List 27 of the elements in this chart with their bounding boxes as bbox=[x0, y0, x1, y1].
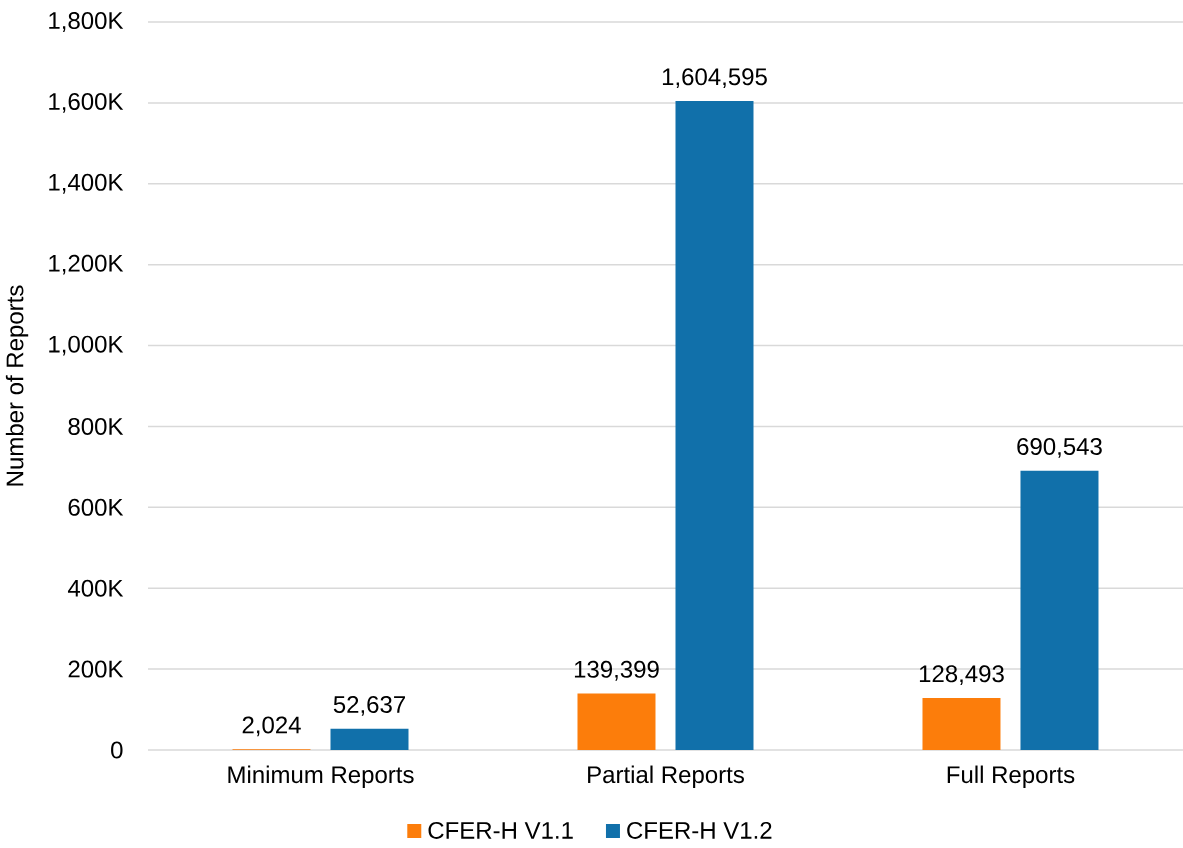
bar bbox=[922, 698, 1001, 750]
bar bbox=[1020, 470, 1099, 750]
y-tick-label: 600K bbox=[68, 498, 124, 516]
y-tick-label: 1,200K bbox=[49, 254, 124, 275]
bar bbox=[675, 101, 754, 750]
x-tick-label: Full Reports bbox=[947, 765, 1075, 788]
bar bbox=[330, 728, 409, 750]
x-tick-label: Partial Reports bbox=[588, 765, 744, 788]
data-label: 2,024 bbox=[242, 716, 301, 737]
y-tick-label: 0 bbox=[111, 741, 123, 759]
y-tick-label: 1,600K bbox=[49, 92, 124, 113]
x-tick-label: Minimum Reports bbox=[228, 765, 414, 788]
data-label: 52,637 bbox=[333, 695, 405, 716]
legend-label: CFER-H V1.1 bbox=[428, 821, 573, 839]
y-tick-label: 200K bbox=[68, 660, 124, 678]
y-tick-label: 800K bbox=[68, 417, 124, 435]
data-label: 690,543 bbox=[1017, 437, 1102, 458]
data-label: 1,604,595 bbox=[662, 68, 767, 89]
y-tick-label: 1,400K bbox=[49, 173, 124, 194]
y-tick-label: 1,800K bbox=[49, 12, 124, 32]
data-label: 139,399 bbox=[574, 660, 659, 681]
legend-label: CFER-H V1.2 bbox=[627, 821, 772, 839]
data-label: 128,493 bbox=[919, 665, 1004, 686]
y-axis-title: Number of Reports bbox=[5, 285, 29, 486]
bar bbox=[577, 693, 656, 750]
y-tick-label: 400K bbox=[67, 579, 124, 597]
y-tick-label: 1,000K bbox=[49, 335, 124, 356]
